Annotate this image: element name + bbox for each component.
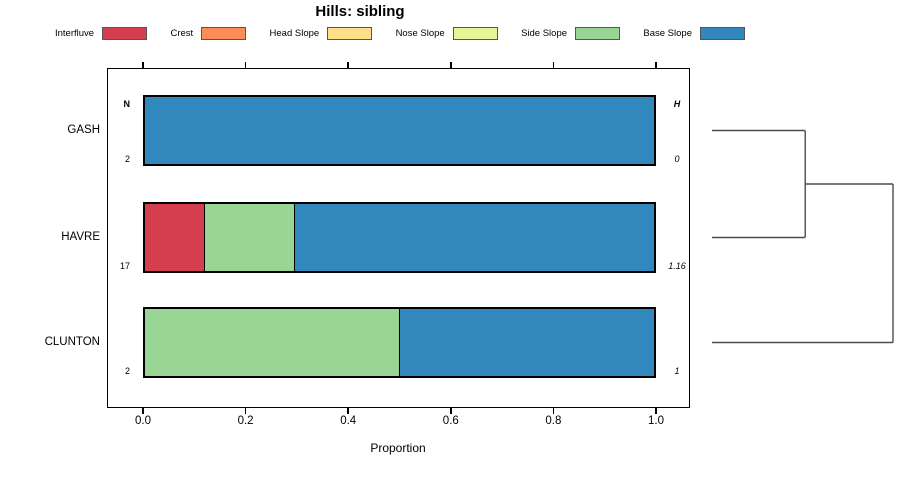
x-axis-tick-bottom xyxy=(552,408,555,414)
stacked-bar xyxy=(143,202,656,273)
bar-segment xyxy=(205,204,296,271)
legend-swatch xyxy=(452,26,498,40)
legend-label: Side Slope xyxy=(521,27,568,39)
n-value: 17 xyxy=(119,261,130,271)
x-axis-title: Proportion xyxy=(370,441,426,455)
legend-label: Base Slope xyxy=(643,27,692,39)
bar-segment xyxy=(145,309,401,376)
x-axis-tick-label: 0.4 xyxy=(340,415,357,427)
x-axis-tick-top xyxy=(552,62,555,68)
x-axis-tick-bottom xyxy=(244,408,247,414)
chart-title: Hills: sibling xyxy=(315,3,405,20)
legend-swatch xyxy=(102,26,148,40)
plot-area xyxy=(107,68,690,408)
x-axis-tick-label: 0.8 xyxy=(545,415,562,427)
legend-label: Nose Slope xyxy=(395,27,445,39)
x-axis-tick-bottom xyxy=(450,408,452,414)
x-axis-tick-top xyxy=(244,62,247,68)
bar-segment xyxy=(294,204,654,271)
legend-label: Crest xyxy=(170,27,194,39)
legend-item: Crest xyxy=(170,26,247,40)
n-value: 2 xyxy=(124,154,130,164)
legend-swatch xyxy=(699,26,745,40)
legend-label: Interfluve xyxy=(55,27,95,39)
x-axis-tick-label: 0.2 xyxy=(237,415,254,427)
stacked-bar xyxy=(143,95,656,166)
y-axis-category-label: CLUNTON xyxy=(44,335,100,348)
bar-segment xyxy=(145,204,207,271)
x-axis-tick-label: 0.6 xyxy=(442,415,459,427)
x-axis-tick-top xyxy=(347,62,349,68)
x-axis-tick-label: 1.0 xyxy=(648,415,664,427)
n-column-header: N xyxy=(123,99,131,109)
x-axis-tick-top xyxy=(450,62,452,68)
legend-item: Base Slope xyxy=(643,26,745,40)
legend-item: Side Slope xyxy=(521,26,621,40)
n-value: 2 xyxy=(124,366,130,376)
legend-swatch xyxy=(201,26,247,40)
legend-swatch xyxy=(327,26,373,40)
bar-segment xyxy=(145,97,654,164)
x-axis-tick-label: 0.0 xyxy=(135,415,151,427)
x-axis-tick-top xyxy=(142,62,144,68)
y-axis-category-label: HAVRE xyxy=(61,230,100,243)
legend-label: Head Slope xyxy=(269,27,320,39)
bar-segment xyxy=(399,309,654,376)
h-value: 1.16 xyxy=(668,261,686,271)
x-axis-tick-bottom xyxy=(142,408,144,414)
x-axis-tick-bottom xyxy=(655,408,657,414)
h-value: 0 xyxy=(674,154,680,164)
legend-item: Nose Slope xyxy=(395,26,498,40)
legend: Interfluve Crest Head Slope Nose Slope Side … xyxy=(55,25,745,41)
h-value: 1 xyxy=(674,366,680,376)
legend-item: Interfluve xyxy=(55,26,148,40)
x-axis-tick-bottom xyxy=(347,408,349,414)
y-axis-category-label: GASH xyxy=(67,123,100,136)
legend-swatch xyxy=(575,26,621,40)
x-axis-tick-top xyxy=(655,62,657,68)
legend-item: Head Slope xyxy=(269,26,373,40)
stacked-bar xyxy=(143,307,656,378)
h-column-header: H xyxy=(673,99,681,109)
